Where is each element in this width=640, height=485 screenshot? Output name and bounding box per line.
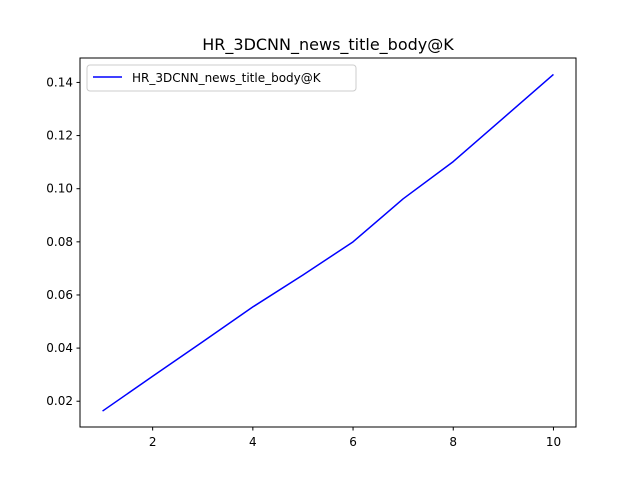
x-axis: 2 4 6 8 10 (149, 427, 561, 449)
y-tick-label: 0.02 (46, 394, 73, 408)
y-tick-label: 0.12 (46, 129, 73, 143)
legend-box (86, 64, 357, 92)
legend: HR_3DCNN_news_title_body@K (86, 64, 357, 92)
y-axis: 0.02 0.04 0.06 0.08 0.10 0.12 0.14 (46, 75, 80, 408)
y-tick-label: 0.04 (46, 341, 73, 355)
series-line (102, 73, 554, 412)
chart-title: HR_3DCNN_news_title_body@K (202, 35, 454, 55)
x-tick-label: 10 (546, 435, 561, 449)
x-tick-label: 4 (249, 435, 257, 449)
y-tick-label: 0.14 (46, 75, 73, 89)
y-tick-label: 0.10 (46, 182, 73, 196)
y-tick-label: 0.06 (46, 288, 73, 302)
x-tick-label: 6 (349, 435, 357, 449)
legend-label: HR_3DCNN_news_title_body@K (132, 71, 322, 85)
y-tick-label: 0.08 (46, 235, 73, 249)
plot-frame (79, 57, 577, 428)
plot-area (80, 58, 576, 427)
x-tick-label: 2 (149, 435, 157, 449)
x-tick-label: 8 (449, 435, 457, 449)
series-layer (102, 73, 554, 412)
